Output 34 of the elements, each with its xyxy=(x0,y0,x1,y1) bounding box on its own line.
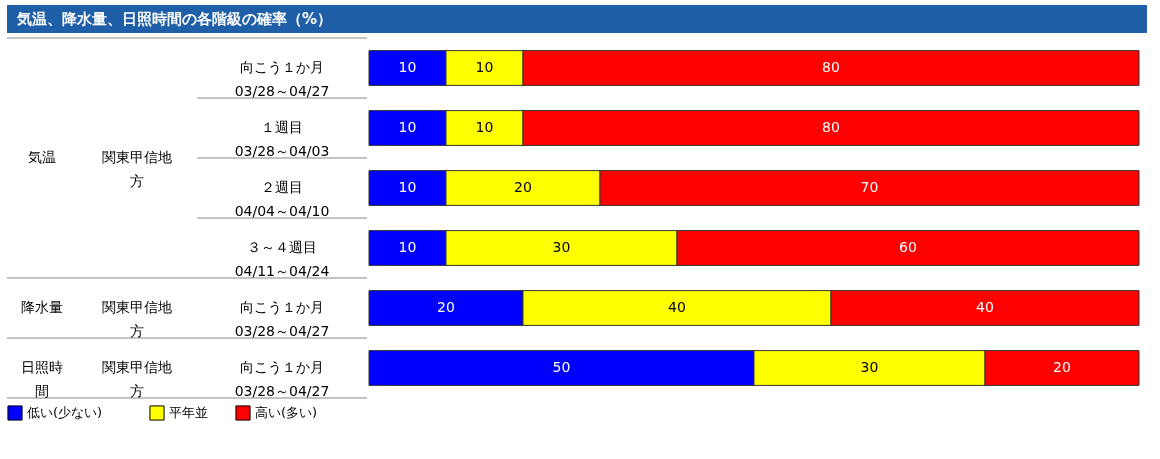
text: 気温 xyxy=(28,149,56,165)
y-tick-label: ３～４週目 04/11～04/24 xyxy=(234,239,330,279)
text: 気温、降水量、日照時間の各階級の確率（%） xyxy=(16,10,333,28)
y-tick-label: 向こう１か月 03/28～04/27 xyxy=(234,59,330,99)
data-label: 10 xyxy=(398,59,417,75)
data-label: 20 xyxy=(1053,359,1071,375)
y-tick-label: １週目 03/28～04/03 xyxy=(234,119,330,159)
data-label: 10 xyxy=(398,239,417,255)
y-tick-label: 向こう１か月 03/28～04/27 xyxy=(234,299,330,339)
text: 降水量 xyxy=(21,299,63,315)
data-label: 10 xyxy=(398,119,417,135)
data-label: 20 xyxy=(437,299,455,315)
data-label: 60 xyxy=(899,239,917,255)
data-label: 50 xyxy=(552,359,571,375)
data-label: 80 xyxy=(822,59,840,75)
data-label: 40 xyxy=(668,299,686,315)
data-label: 10 xyxy=(475,59,494,75)
y-tick-label: ２週目 04/04～04/10 xyxy=(234,179,330,219)
data-label: 40 xyxy=(976,299,994,315)
y-tick-label: 向こう１か月 03/28～04/27 xyxy=(234,359,330,399)
text: 関東甲信地方 xyxy=(102,149,172,189)
data-label: 70 xyxy=(860,179,879,195)
text: 関東甲信地方 xyxy=(102,299,172,339)
data-label: 80 xyxy=(822,119,840,135)
data-label: 30 xyxy=(860,359,879,375)
text: 日照時間 xyxy=(21,359,63,399)
data-label: 20 xyxy=(514,179,532,195)
legend-label: 平年並 xyxy=(169,405,208,420)
data-label: 10 xyxy=(398,179,417,195)
text: 関東甲信地方 xyxy=(102,359,172,399)
legend-label: 高い(多い) xyxy=(255,405,318,420)
data-label: 10 xyxy=(475,119,494,135)
data-label: 30 xyxy=(552,239,571,255)
legend-label: 低い(少ない) xyxy=(27,405,103,420)
